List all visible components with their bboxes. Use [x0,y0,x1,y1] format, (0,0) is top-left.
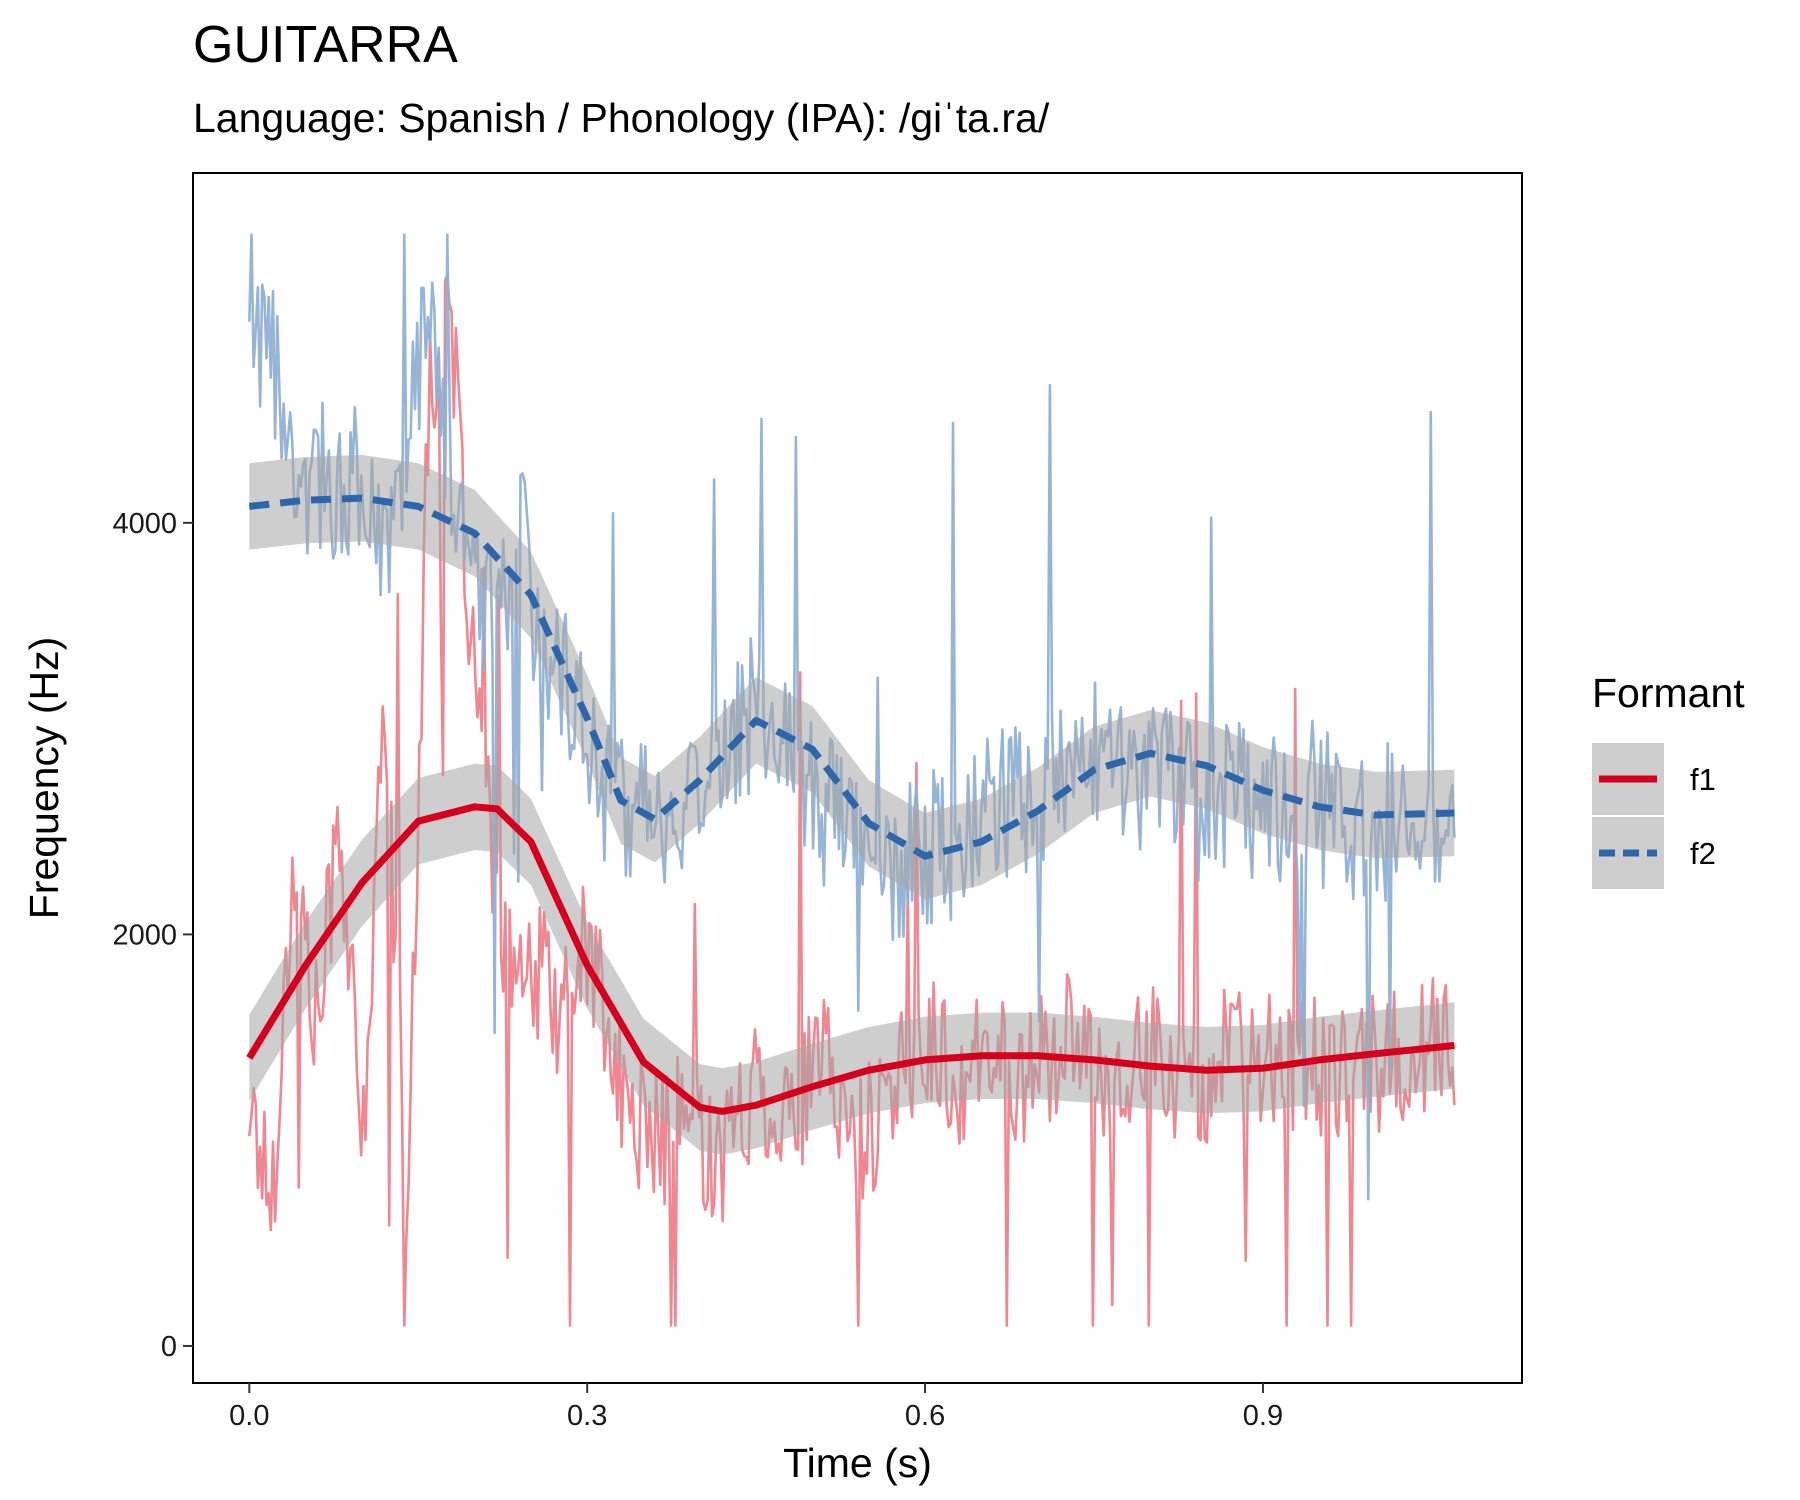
confidence-band-f2 [249,454,1455,900]
y-axis-title: Frequency (Hz) [21,637,67,920]
panel-border [192,172,1523,1384]
y-tick-label: 2000 [112,919,177,951]
x-tick-label: 0.9 [1243,1400,1283,1432]
legend-title: Formant [1592,670,1745,716]
chart-title: GUITARRA [193,16,458,74]
legend-item-f1: f1 [1592,743,1716,815]
x-tick-label: 0.0 [229,1400,269,1432]
legend-items: f1 f2 [1592,743,1716,889]
legend-label: f1 [1690,762,1716,797]
x-axis: 0.0 0.3 0.6 0.9 [229,1383,1283,1432]
y-axis: 0 2000 4000 [112,508,193,1363]
legend-label: f2 [1690,836,1716,871]
smooth-line-f2 [248,494,1455,860]
x-tick-label: 0.3 [567,1400,607,1432]
y-tick-label: 0 [161,1331,177,1363]
x-axis-title: Time (s) [783,1440,932,1486]
chart-subtitle: Language: Spanish / Phonology (IPA): /gi… [193,95,1050,141]
smooth-line-f1 [246,803,1455,1115]
y-tick-label: 4000 [112,508,177,540]
x-tick-label: 0.6 [905,1400,945,1432]
legend-item-f2: f2 [1592,817,1716,889]
plot-area [246,233,1456,1327]
confidence-band-f1 [249,763,1455,1155]
legend: Formant f1 f2 [1592,670,1745,889]
